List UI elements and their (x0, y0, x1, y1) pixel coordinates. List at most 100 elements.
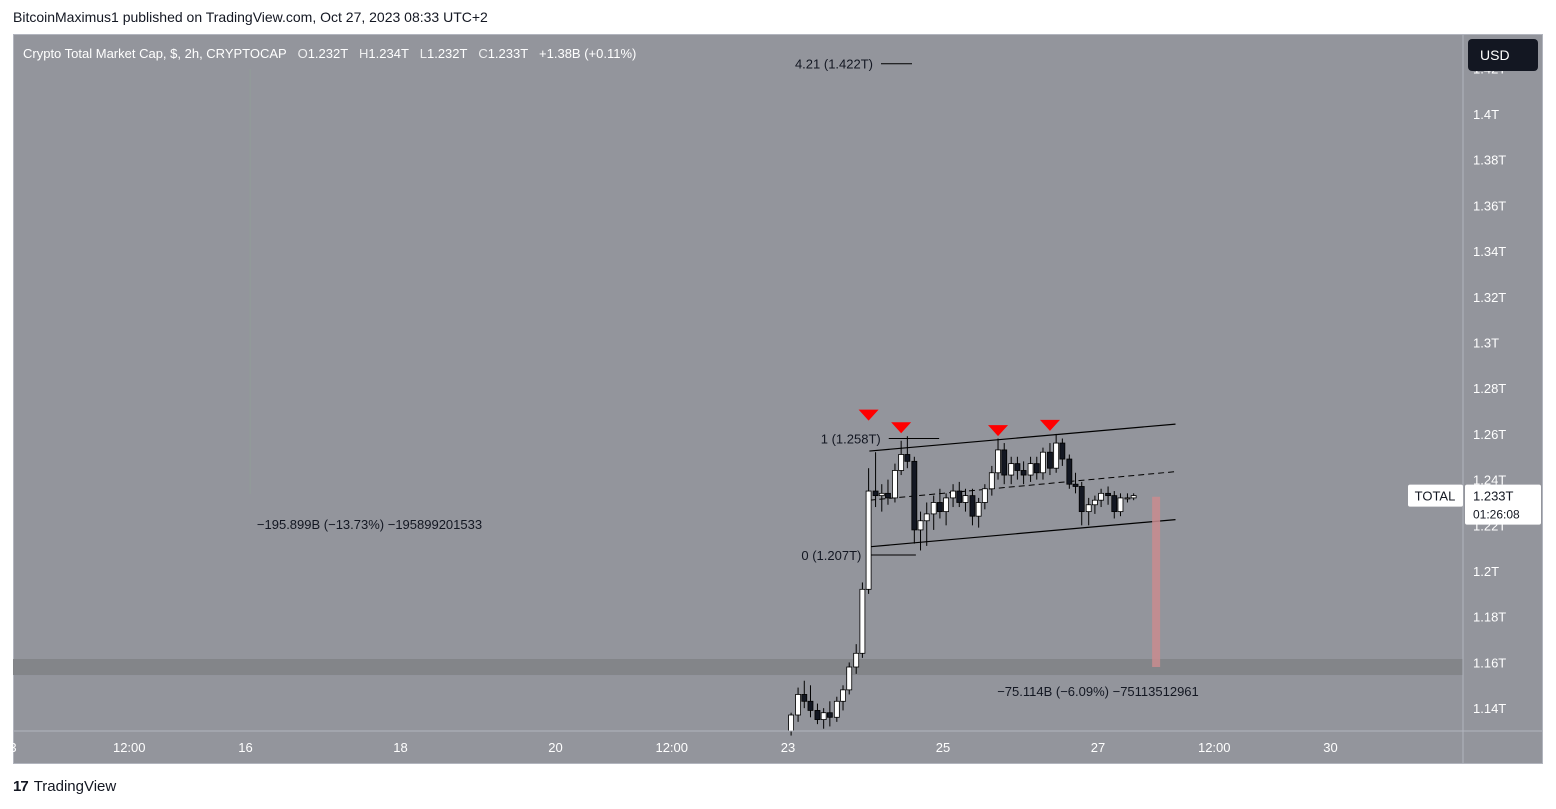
measure-annotation: −75.114B (−6.09%) −75113512961 (997, 684, 1199, 699)
candle-body (1117, 497, 1124, 513)
channel-middle-line (869, 471, 1176, 501)
candle-body (1066, 458, 1073, 485)
axes-layer: 1.42T1.4T1.38T1.36T1.34T1.32T1.3T1.28T1.… (13, 34, 1543, 764)
candle-body (846, 666, 853, 691)
time-tick-label: 27 (1091, 740, 1105, 755)
time-tick-label: 12:00 (1198, 740, 1231, 755)
candle-body (820, 712, 827, 720)
high-value: 1.234T (368, 46, 409, 61)
price-chart[interactable]: 1 (1.258T) 0 (1.207T) 4.21 (1.422T) −195.89… (13, 34, 1543, 764)
candle-body (788, 714, 794, 732)
candle-body (826, 712, 833, 718)
sell-signal-marker (858, 409, 879, 421)
channel-upper-line (869, 423, 1176, 452)
candle-body (1130, 495, 1137, 499)
candle-body (962, 495, 969, 503)
candle-body (917, 520, 924, 531)
time-tick-label: 23 (781, 740, 795, 755)
price-tick-label: 1.3T (1473, 336, 1499, 351)
candle-body (930, 502, 937, 515)
candle-body (872, 490, 879, 497)
projection-bar (1152, 496, 1161, 668)
candle-body (1027, 463, 1034, 476)
fib-level-label: 1 (1.258T) (821, 431, 881, 446)
price-tick-label: 1.28T (1473, 381, 1506, 396)
candle-body (923, 513, 930, 522)
time-tick-label: 12:00 (113, 740, 146, 755)
price-tick-label: 1.18T (1473, 610, 1506, 625)
candle-body (937, 502, 943, 513)
chart-pane[interactable] (13, 34, 1543, 764)
high-key: H (359, 46, 369, 61)
measure-annotation: −195.899B (−13.73%) −195899201533 (257, 517, 482, 532)
candle-body (859, 588, 866, 654)
close-key: C (478, 46, 488, 61)
price-tick-label: 1.36T (1473, 198, 1506, 213)
countdown-label: 01:26:08 (1473, 508, 1520, 522)
candle-body (1033, 463, 1040, 474)
candle-body (840, 689, 846, 702)
time-tick-label: 18 (393, 740, 407, 755)
price-tick-label: 1.16T (1473, 655, 1506, 670)
candle-body (1078, 486, 1085, 513)
fib-level-label: 0 (1.207T) (801, 548, 861, 563)
candle-body (1053, 442, 1060, 469)
candle-body (995, 449, 1001, 474)
sell-signal-marker (988, 425, 1009, 437)
candles-layer (788, 433, 1137, 736)
price-tick-label: 1.26T (1473, 427, 1506, 442)
fib-level-label: 4.21 (1.422T) (795, 57, 873, 72)
low-key: L (419, 46, 427, 61)
candle-body (1040, 451, 1046, 474)
support-band-layer (13, 659, 1463, 676)
candle-body (892, 470, 898, 499)
candle-body (1047, 451, 1053, 469)
candle-body (943, 497, 949, 513)
candle-body (865, 490, 872, 590)
time-tick-label: 16 (238, 740, 252, 755)
candle-body (1124, 497, 1131, 500)
candle-body (981, 488, 988, 503)
last-price-label: 1.233T (1473, 489, 1514, 504)
price-tick-label: 1.2T (1473, 564, 1499, 579)
candle-body (1020, 470, 1027, 476)
candle-body (807, 700, 814, 711)
symbol-name: Crypto Total Market Cap, $, 2h, CRYPTOCA… (23, 46, 287, 61)
price-tick-label: 1.38T (1473, 153, 1506, 168)
symbol-legend: Crypto Total Market Cap, $, 2h, CRYPTOCA… (23, 46, 636, 61)
open-value: 1.232T (307, 46, 349, 61)
currency-button[interactable]: USD (1468, 39, 1538, 71)
candle-body (1111, 495, 1118, 513)
sell-signal-marker (1039, 419, 1060, 431)
footer-brand: 17 TradingView (13, 778, 116, 795)
candle-body (988, 472, 995, 490)
price-tick-label: 1.14T (1473, 701, 1506, 716)
candle-body (795, 694, 801, 716)
time-tick-label: 3 (13, 740, 17, 755)
candle-body (898, 454, 905, 471)
candle-body (878, 492, 885, 497)
symbol-tag-label: TOTAL (1415, 489, 1456, 504)
price-tick-label: 1.4T (1473, 107, 1499, 122)
candle-body (885, 492, 891, 499)
support-zone (13, 659, 1463, 676)
price-tick-label: 1.32T (1473, 290, 1506, 305)
candle-body (814, 710, 821, 720)
candle-body (969, 495, 976, 517)
symbol-tag-box (1408, 484, 1463, 507)
low-value: 1.232T (426, 46, 468, 61)
candle-body (1072, 483, 1079, 487)
candle-body (1092, 499, 1098, 506)
sell-signal-marker (891, 422, 912, 434)
candle-body (1001, 449, 1008, 476)
candle-body (1085, 504, 1092, 513)
change-value: +1.38B (+0.11%) (539, 46, 637, 61)
candle-body (911, 460, 918, 531)
price-tick-label: 1.34T (1473, 244, 1506, 259)
close-value: 1.233T (487, 46, 529, 61)
publisher-header: BitcoinMaximus1 published on TradingView… (13, 9, 488, 25)
time-tick-label: 30 (1323, 740, 1337, 755)
candle-body (1014, 463, 1021, 471)
candle-body (801, 694, 808, 702)
candle-body (975, 502, 982, 517)
